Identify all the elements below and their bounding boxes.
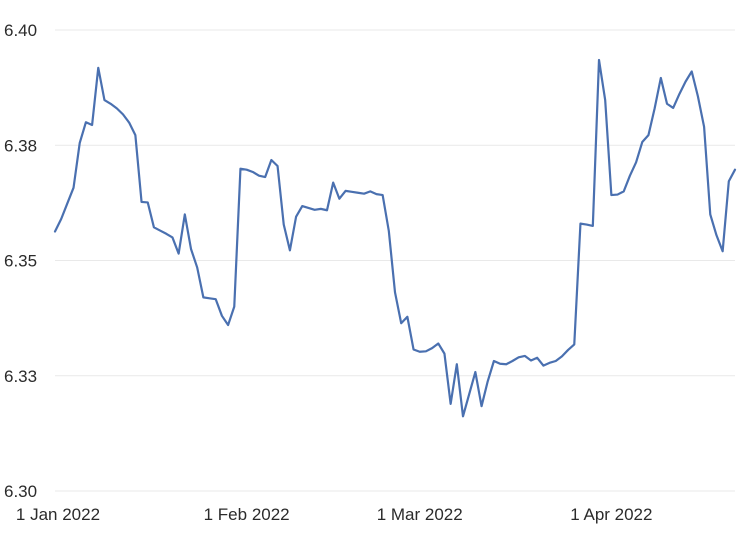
- grid: [55, 29, 735, 492]
- x-tick-label: 1 Feb 2022: [204, 505, 290, 524]
- y-tick-label: 6.33: [4, 367, 37, 386]
- x-tick-label: 1 Mar 2022: [377, 505, 463, 524]
- x-tick-label: 1 Jan 2022: [16, 505, 100, 524]
- y-tick-label: 6.30: [4, 482, 37, 501]
- series-line: [53, 58, 737, 418]
- x-axis-labels: 1 Jan 2022 1 Feb 2022 1 Mar 2022 1 Apr 2022: [16, 505, 653, 524]
- y-tick-label: 6.35: [4, 252, 37, 271]
- y-tick-label: 6.40: [4, 21, 37, 40]
- y-tick-label: 6.38: [4, 136, 37, 155]
- x-tick-label: 1 Apr 2022: [570, 505, 652, 524]
- y-axis-labels: 6.30 6.33 6.35 6.38 6.40: [4, 21, 37, 501]
